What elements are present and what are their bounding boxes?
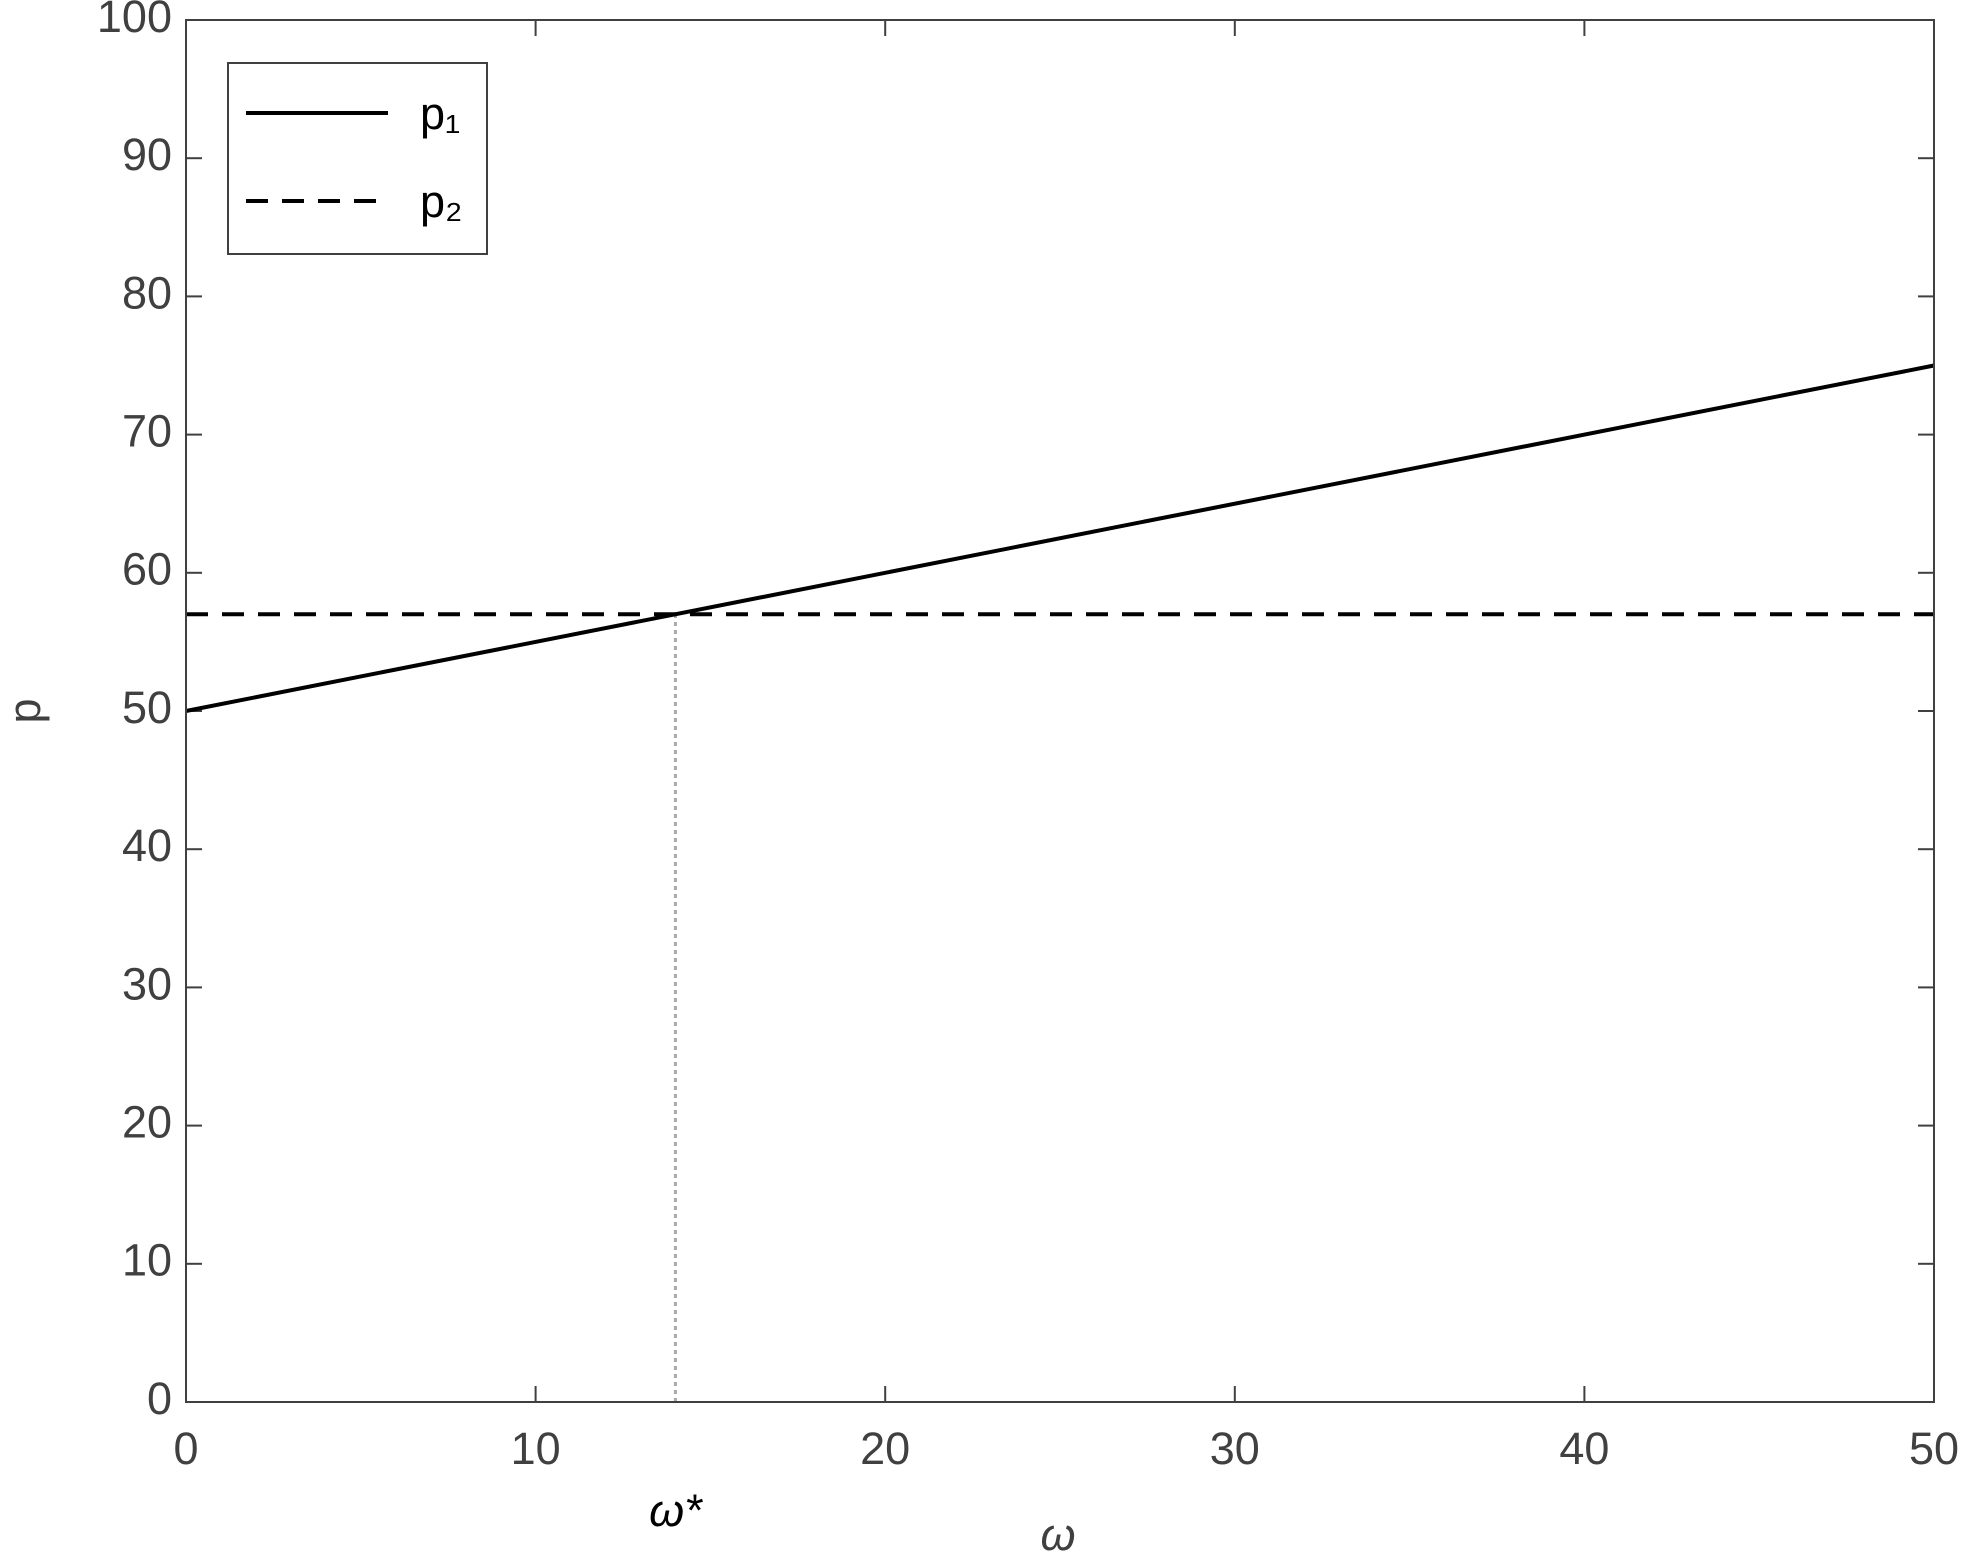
x-tick-label: 20	[860, 1423, 910, 1474]
y-tick-label: 100	[97, 0, 172, 42]
plot-frame	[185, 19, 1935, 1403]
y-tick-label: 70	[122, 405, 172, 456]
y-tick-label: 40	[122, 820, 172, 871]
y-tick-label: 60	[122, 544, 172, 595]
y-tick-label: 90	[122, 129, 172, 180]
x-tick-label: 30	[1210, 1423, 1260, 1474]
y-tick-label: 10	[122, 1235, 172, 1286]
y-axis-label: p	[0, 698, 50, 723]
x-axis-label: ω	[1040, 1509, 1075, 1560]
y-tick-label: 0	[147, 1373, 172, 1424]
y-tick-label: 30	[122, 958, 172, 1009]
x-tick-label: 0	[173, 1423, 198, 1474]
y-tick-label: 50	[122, 682, 172, 733]
annotation: ω*	[649, 1485, 703, 1536]
x-tick-label: 50	[1909, 1423, 1959, 1474]
legend-box	[227, 62, 488, 255]
legend-label: p₁	[420, 88, 460, 139]
x-tick-label: 10	[511, 1423, 561, 1474]
legend-label: p₂	[420, 176, 463, 227]
y-tick-label: 80	[122, 267, 172, 318]
y-tick-label: 20	[122, 1096, 172, 1147]
x-tick-label: 40	[1559, 1423, 1609, 1474]
series-line	[185, 363, 1935, 713]
